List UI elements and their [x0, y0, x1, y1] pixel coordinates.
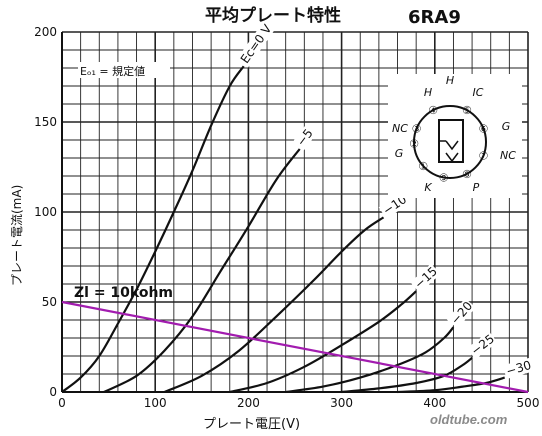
- plate-curve: [61, 65, 245, 393]
- pin-number: ④: [428, 104, 438, 117]
- pin-name-label: NC: [500, 149, 516, 162]
- y-tick-label: 100: [34, 205, 57, 219]
- plate-curve: [341, 356, 473, 394]
- pin-name-label: H: [424, 86, 432, 99]
- pin-number: ①: [418, 160, 428, 173]
- pin-name-label: NC: [392, 122, 408, 135]
- x-axis-label: プレート電圧(V): [203, 417, 300, 432]
- x-tick-label: 200: [237, 396, 260, 410]
- y-axis-label: プレート電流(mA): [10, 185, 24, 286]
- chart-title: 平均プレート特性: [205, 5, 341, 26]
- load-line: [61, 300, 529, 394]
- pin-number: ⑤: [462, 104, 472, 117]
- y-tick-label: 50: [42, 295, 57, 309]
- plate-curve: [164, 216, 385, 394]
- load-line-label: Zl = 10kohm: [74, 285, 173, 301]
- plate-curve: [397, 376, 506, 394]
- plate-curves: [61, 65, 506, 394]
- pin-name-label: G: [395, 147, 404, 160]
- curve-label-bg: [502, 357, 534, 380]
- electrode-symbol: [439, 140, 459, 163]
- y-tick-label: 200: [34, 25, 57, 39]
- y-tick-label: 0: [49, 385, 57, 399]
- tick-labels: 0 100 200 300 400 500 0 50 100 150 200: [34, 25, 539, 410]
- curve-label-bg: [446, 298, 476, 329]
- x-tick-label: 500: [517, 396, 540, 410]
- curve-label: −25: [468, 332, 497, 359]
- plate-curve: [103, 148, 301, 393]
- condition-label-bg: [78, 62, 170, 78]
- curve-label-bg: [378, 191, 410, 220]
- axes: [61, 32, 528, 393]
- curve-label-bg: [292, 126, 316, 151]
- curve-label-bg: [236, 17, 279, 68]
- curve-label: Ec=0 V: [238, 21, 275, 66]
- x-tick-label: 0: [58, 396, 66, 410]
- x-tick-label: 300: [330, 396, 353, 410]
- y-tick-label: 150: [34, 115, 57, 129]
- pinout-bg: [388, 74, 522, 198]
- curve-label: −30: [505, 358, 533, 379]
- x-tick-label: 100: [144, 396, 167, 410]
- socket-circle: [413, 105, 487, 179]
- pin-name-label: P: [473, 181, 480, 194]
- plate-curve: [229, 290, 417, 394]
- plate-curve: [285, 326, 455, 394]
- pin-name-label: IC: [473, 86, 484, 99]
- pin-number: ③: [412, 123, 422, 136]
- pin-number: ⑧: [462, 168, 472, 181]
- watermark: oldtube.com: [430, 412, 508, 427]
- pin-number: ⑦: [478, 149, 488, 162]
- pin-number: ⑥: [478, 123, 488, 136]
- pin-number: ⑨: [439, 171, 449, 184]
- pin-number: ②: [409, 137, 419, 150]
- curve-label: −5: [294, 126, 316, 149]
- tube-type: 6RA9: [408, 7, 461, 28]
- load-line-group: Zl = 10kohm: [61, 285, 529, 394]
- curve-labels: Ec=0 V−5−10−15−20−25−30: [236, 17, 534, 380]
- pin-name-label: G: [502, 120, 511, 133]
- pin-name-label: K: [424, 181, 432, 194]
- condition-label: Eₒ₁ = 規定値: [80, 64, 145, 78]
- x-tick-label: 400: [423, 396, 446, 410]
- pin-name-label: H: [446, 74, 454, 87]
- curve-label-bg: [466, 331, 498, 360]
- curve-label-bg: [410, 263, 441, 293]
